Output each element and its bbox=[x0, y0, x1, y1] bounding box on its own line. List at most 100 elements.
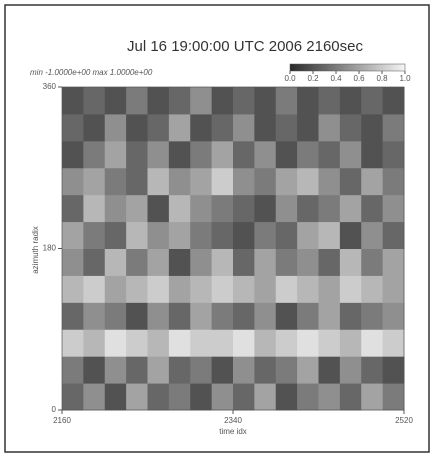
heatmap-cell bbox=[297, 383, 319, 411]
heatmap-cell bbox=[83, 113, 106, 142]
heatmap-cell bbox=[104, 383, 127, 411]
heatmap-cell bbox=[83, 221, 106, 249]
heatmap-cell bbox=[382, 113, 405, 142]
heatmap-cell bbox=[233, 113, 255, 142]
y-axis-label: azimuth radix bbox=[31, 226, 40, 274]
heatmap-cell bbox=[62, 302, 84, 330]
heatmap-cell bbox=[104, 356, 127, 384]
heatmap-cell bbox=[190, 275, 213, 303]
heatmap-cell bbox=[361, 302, 384, 330]
heatmap-cell bbox=[147, 302, 170, 330]
heatmap-cell bbox=[318, 221, 341, 249]
heatmap-cell bbox=[254, 194, 277, 223]
heatmap-cell bbox=[382, 194, 405, 223]
y-tick-label: 180 bbox=[43, 244, 57, 253]
heatmap-cell bbox=[233, 167, 255, 196]
heatmap-cell bbox=[297, 275, 319, 303]
heatmap-cell bbox=[147, 329, 170, 357]
heatmap-cell bbox=[254, 167, 277, 196]
heatmap-cell bbox=[147, 140, 170, 169]
heatmap-cell bbox=[104, 167, 127, 196]
heatmap-cell bbox=[275, 221, 298, 249]
heatmap-cell bbox=[233, 221, 255, 249]
heatmap-cell bbox=[104, 87, 127, 115]
heatmap-cell bbox=[190, 140, 213, 169]
heatmap-cell bbox=[361, 87, 384, 115]
heatmap-cell bbox=[83, 302, 106, 330]
heatmap-cell bbox=[361, 140, 384, 169]
heatmap-cell bbox=[83, 356, 106, 384]
heatmap-cell bbox=[168, 140, 191, 169]
heatmap-cell bbox=[339, 113, 362, 142]
heatmap-cell bbox=[104, 221, 127, 249]
heatmap-cell bbox=[361, 221, 384, 249]
heatmap-cell bbox=[275, 113, 298, 142]
heatmap-cell bbox=[190, 113, 213, 142]
heatmap-cell bbox=[190, 221, 213, 249]
heatmap-cell bbox=[168, 248, 191, 276]
heatmap-cell bbox=[126, 167, 148, 196]
heatmap-cell bbox=[297, 87, 319, 115]
colorbar-tick-label: 0.4 bbox=[330, 74, 342, 83]
heatmap-cell bbox=[104, 140, 127, 169]
heatmap-cell bbox=[297, 113, 319, 142]
chart-subtitle: min -1.0000e+00 max 1.0000e+00 bbox=[30, 68, 153, 77]
heatmap-cell bbox=[168, 302, 191, 330]
heatmap-cell bbox=[339, 167, 362, 196]
heatmap-cell bbox=[275, 140, 298, 169]
heatmap-cell bbox=[361, 248, 384, 276]
heatmap-cell bbox=[382, 87, 405, 115]
heatmap-cell bbox=[339, 329, 362, 357]
heatmap-cell bbox=[254, 356, 277, 384]
heatmap-cell bbox=[318, 275, 341, 303]
heatmap-cell bbox=[339, 356, 362, 384]
heatmap-cell bbox=[211, 140, 234, 169]
heatmap-cell bbox=[254, 113, 277, 142]
heatmap-cell bbox=[211, 167, 234, 196]
heatmap-cell bbox=[297, 329, 319, 357]
heatmap-cell bbox=[297, 167, 319, 196]
heatmap-cell bbox=[62, 329, 84, 357]
heatmap-cell bbox=[297, 140, 319, 169]
heatmap-cell bbox=[318, 167, 341, 196]
heatmap-cell bbox=[233, 302, 255, 330]
heatmap-cell bbox=[254, 329, 277, 357]
heatmap-cell bbox=[339, 275, 362, 303]
heatmap-cell bbox=[318, 383, 341, 411]
heatmap-cell bbox=[275, 167, 298, 196]
heatmap-cell bbox=[104, 329, 127, 357]
y-tick-label: 0 bbox=[52, 405, 57, 414]
heatmap-cell bbox=[104, 194, 127, 223]
heatmap-cell bbox=[211, 356, 234, 384]
heatmap-cell bbox=[168, 194, 191, 223]
heatmap-cell bbox=[339, 221, 362, 249]
colorbar-tick-label: 0.6 bbox=[353, 74, 365, 83]
heatmap-cell bbox=[190, 248, 213, 276]
heatmap-cell bbox=[382, 140, 405, 169]
heatmap-cell bbox=[361, 383, 384, 411]
heatmap-cell bbox=[62, 113, 84, 142]
heatmap-cell bbox=[339, 302, 362, 330]
colorbar bbox=[289, 63, 406, 72]
heatmap-cell bbox=[254, 275, 277, 303]
heatmap-cell bbox=[318, 194, 341, 223]
colorbar-tick-label: 0.8 bbox=[376, 74, 388, 83]
heatmap-cell bbox=[126, 113, 148, 142]
heatmap-cell bbox=[211, 113, 234, 142]
heatmap-cell bbox=[233, 140, 255, 169]
heatmap-cell bbox=[275, 248, 298, 276]
heatmap-cell bbox=[297, 221, 319, 249]
heatmap-cell bbox=[275, 275, 298, 303]
heatmap-cell bbox=[147, 194, 170, 223]
heatmap-cell bbox=[126, 221, 148, 249]
heatmap-cell bbox=[83, 167, 106, 196]
heatmap-cell bbox=[211, 383, 234, 411]
heatmap-cell bbox=[190, 302, 213, 330]
heatmap-cell bbox=[339, 140, 362, 169]
heatmap-cell bbox=[104, 302, 127, 330]
heatmap-cell bbox=[275, 194, 298, 223]
heatmap-cell bbox=[382, 383, 405, 411]
heatmap-cell bbox=[254, 383, 277, 411]
heatmap-cell bbox=[233, 329, 255, 357]
heatmap-cell bbox=[382, 221, 405, 249]
